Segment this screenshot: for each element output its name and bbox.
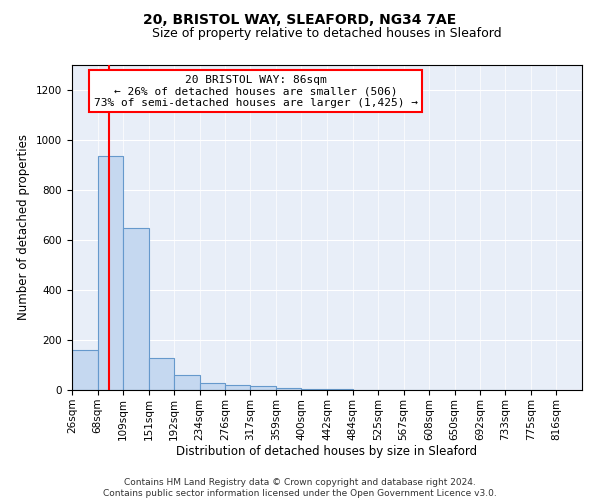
Bar: [123, 228, 149, 390]
Bar: [199, 382, 225, 390]
Text: Contains HM Land Registry data © Crown copyright and database right 2024.
Contai: Contains HM Land Registry data © Crown c…: [103, 478, 497, 498]
Bar: [225, 385, 250, 390]
Bar: [72, 350, 98, 390]
Text: 20, BRISTOL WAY, SLEAFORD, NG34 7AE: 20, BRISTOL WAY, SLEAFORD, NG34 7AE: [143, 12, 457, 26]
Text: 20 BRISTOL WAY: 86sqm
← 26% of detached houses are smaller (506)
73% of semi-det: 20 BRISTOL WAY: 86sqm ← 26% of detached …: [94, 74, 418, 108]
Bar: [276, 388, 301, 390]
Bar: [149, 358, 174, 390]
Title: Size of property relative to detached houses in Sleaford: Size of property relative to detached ho…: [152, 27, 502, 40]
X-axis label: Distribution of detached houses by size in Sleaford: Distribution of detached houses by size …: [176, 446, 478, 458]
Bar: [301, 389, 327, 390]
Y-axis label: Number of detached properties: Number of detached properties: [17, 134, 31, 320]
Bar: [98, 156, 123, 390]
Bar: [174, 375, 200, 390]
Bar: [327, 389, 353, 390]
Bar: [250, 386, 276, 390]
